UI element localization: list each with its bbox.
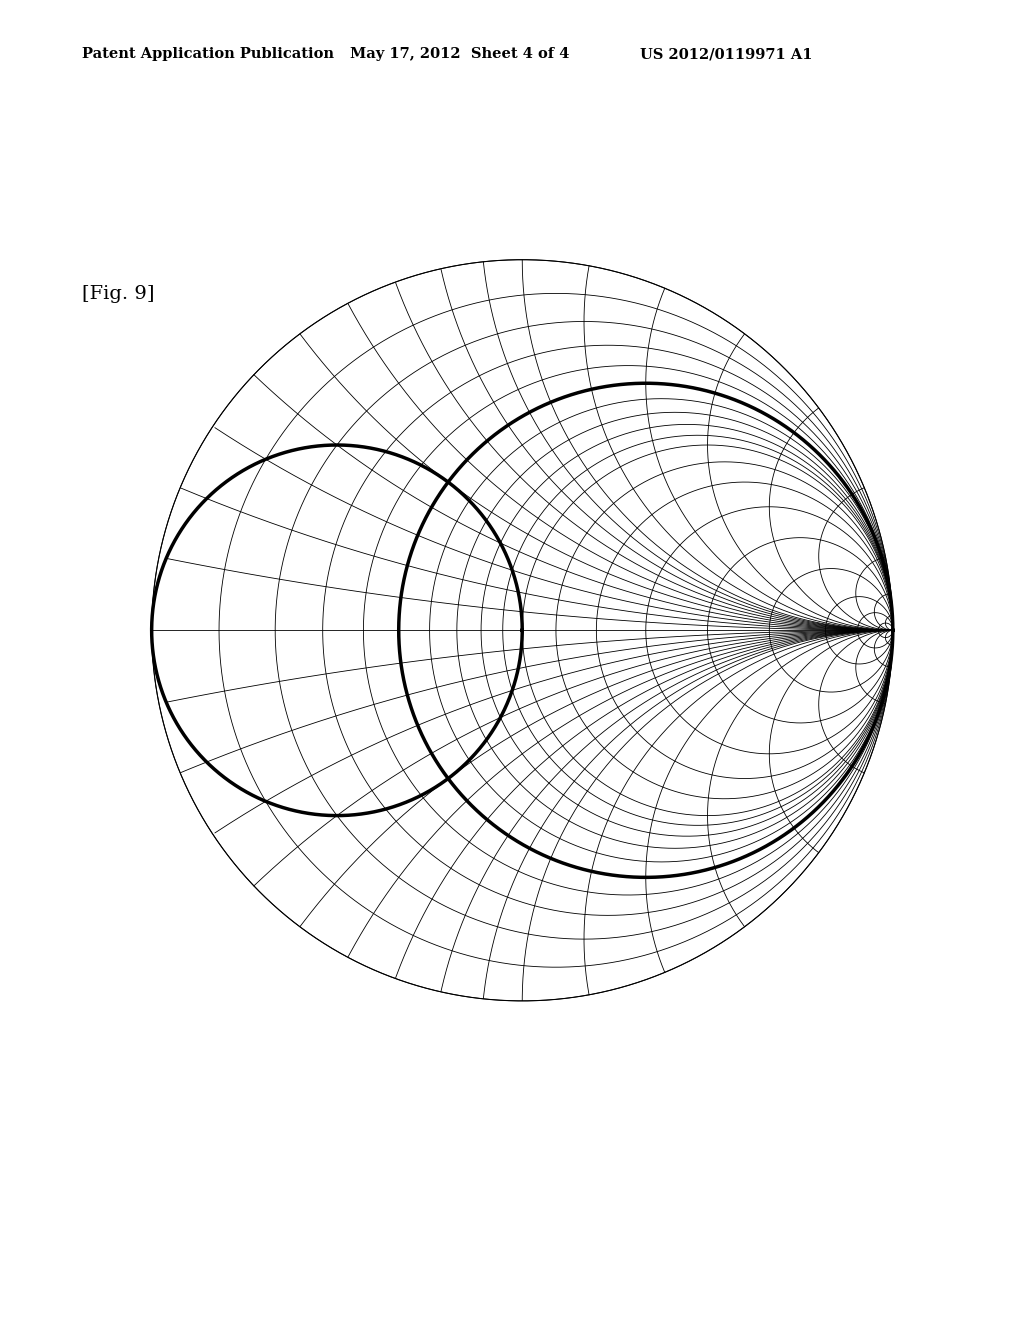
Text: May 17, 2012  Sheet 4 of 4: May 17, 2012 Sheet 4 of 4 xyxy=(350,48,569,61)
Text: [Fig. 9]: [Fig. 9] xyxy=(82,285,155,304)
Text: US 2012/0119971 A1: US 2012/0119971 A1 xyxy=(640,48,812,61)
Text: Patent Application Publication: Patent Application Publication xyxy=(82,48,334,61)
